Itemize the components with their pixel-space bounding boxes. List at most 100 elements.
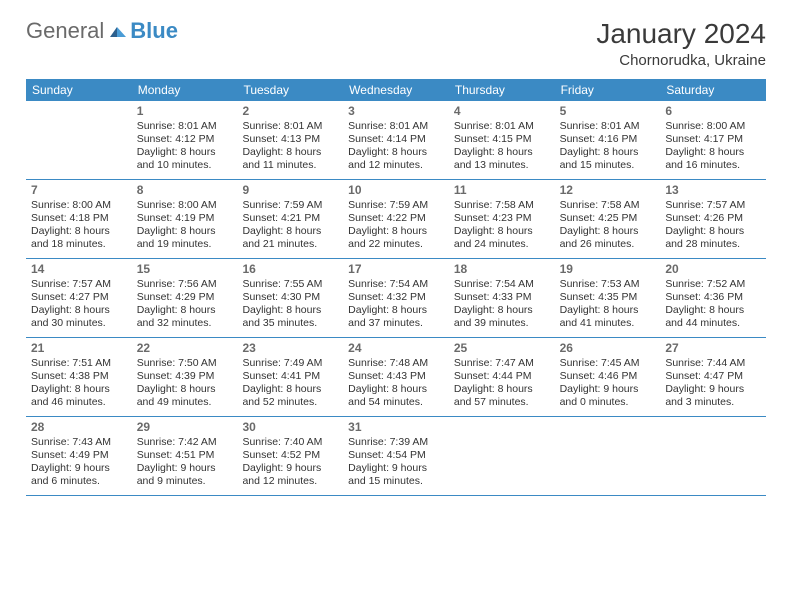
header: General Blue January 2024 Chornorudka, U… [26, 18, 766, 69]
day-info-line: and 18 minutes. [31, 238, 127, 251]
day-info-line: and 24 minutes. [454, 238, 550, 251]
day-cell: 14Sunrise: 7:57 AMSunset: 4:27 PMDayligh… [26, 259, 132, 337]
day-info-line: and 39 minutes. [454, 317, 550, 330]
week-row: 1Sunrise: 8:01 AMSunset: 4:12 PMDaylight… [26, 101, 766, 180]
day-info-line: Sunrise: 8:01 AM [454, 120, 550, 133]
day-number: 21 [31, 341, 127, 356]
day-info-line: Daylight: 8 hours [31, 304, 127, 317]
day-number: 14 [31, 262, 127, 277]
day-cell: 8Sunrise: 8:00 AMSunset: 4:19 PMDaylight… [132, 180, 238, 258]
day-info-line: Sunset: 4:19 PM [137, 212, 233, 225]
dow-cell: Sunday [26, 79, 132, 101]
day-cell: 13Sunrise: 7:57 AMSunset: 4:26 PMDayligh… [660, 180, 766, 258]
day-cell [555, 417, 661, 495]
day-cell: 19Sunrise: 7:53 AMSunset: 4:35 PMDayligh… [555, 259, 661, 337]
dow-cell: Friday [555, 79, 661, 101]
day-info-line: Sunrise: 7:48 AM [348, 357, 444, 370]
day-number: 25 [454, 341, 550, 356]
day-info-line: Daylight: 8 hours [348, 383, 444, 396]
day-number: 1 [137, 104, 233, 119]
day-info-line: Sunset: 4:33 PM [454, 291, 550, 304]
day-number: 7 [31, 183, 127, 198]
day-info-line: Daylight: 8 hours [560, 146, 656, 159]
title-block: January 2024 Chornorudka, Ukraine [596, 18, 766, 69]
day-number: 27 [665, 341, 761, 356]
day-cell [449, 417, 555, 495]
day-info-line: Sunrise: 8:00 AM [31, 199, 127, 212]
day-info-line: Sunset: 4:29 PM [137, 291, 233, 304]
day-number: 15 [137, 262, 233, 277]
week-row: 14Sunrise: 7:57 AMSunset: 4:27 PMDayligh… [26, 259, 766, 338]
day-info-line: Sunset: 4:49 PM [31, 449, 127, 462]
day-cell: 30Sunrise: 7:40 AMSunset: 4:52 PMDayligh… [237, 417, 343, 495]
title-location: Chornorudka, Ukraine [596, 52, 766, 69]
day-number: 6 [665, 104, 761, 119]
day-info-line: Sunrise: 8:01 AM [137, 120, 233, 133]
day-cell: 21Sunrise: 7:51 AMSunset: 4:38 PMDayligh… [26, 338, 132, 416]
day-cell [26, 101, 132, 179]
day-info-line: and 44 minutes. [665, 317, 761, 330]
day-info-line: Sunrise: 7:59 AM [242, 199, 338, 212]
day-cell: 3Sunrise: 8:01 AMSunset: 4:14 PMDaylight… [343, 101, 449, 179]
day-info-line: Daylight: 9 hours [560, 383, 656, 396]
day-info-line: Sunset: 4:51 PM [137, 449, 233, 462]
day-cell: 29Sunrise: 7:42 AMSunset: 4:51 PMDayligh… [132, 417, 238, 495]
day-info-line: Sunset: 4:16 PM [560, 133, 656, 146]
day-info-line: Sunset: 4:23 PM [454, 212, 550, 225]
dow-cell: Tuesday [237, 79, 343, 101]
day-info-line: and 15 minutes. [560, 159, 656, 172]
day-cell: 2Sunrise: 8:01 AMSunset: 4:13 PMDaylight… [237, 101, 343, 179]
day-number: 18 [454, 262, 550, 277]
day-cell: 27Sunrise: 7:44 AMSunset: 4:47 PMDayligh… [660, 338, 766, 416]
day-info-line: Daylight: 8 hours [454, 304, 550, 317]
day-cell: 20Sunrise: 7:52 AMSunset: 4:36 PMDayligh… [660, 259, 766, 337]
day-cell: 12Sunrise: 7:58 AMSunset: 4:25 PMDayligh… [555, 180, 661, 258]
day-info-line: Sunset: 4:41 PM [242, 370, 338, 383]
day-info-line: and 35 minutes. [242, 317, 338, 330]
day-number: 3 [348, 104, 444, 119]
day-info-line: and 49 minutes. [137, 396, 233, 409]
dow-cell: Thursday [449, 79, 555, 101]
day-info-line: and 41 minutes. [560, 317, 656, 330]
day-info-line: Sunrise: 7:58 AM [560, 199, 656, 212]
day-number: 13 [665, 183, 761, 198]
day-number: 9 [242, 183, 338, 198]
day-cell: 10Sunrise: 7:59 AMSunset: 4:22 PMDayligh… [343, 180, 449, 258]
day-cell: 24Sunrise: 7:48 AMSunset: 4:43 PMDayligh… [343, 338, 449, 416]
day-info-line: Sunset: 4:13 PM [242, 133, 338, 146]
day-info-line: Sunrise: 7:49 AM [242, 357, 338, 370]
day-info-line: Sunset: 4:22 PM [348, 212, 444, 225]
day-number: 26 [560, 341, 656, 356]
day-info-line: Daylight: 8 hours [560, 304, 656, 317]
day-info-line: and 16 minutes. [665, 159, 761, 172]
day-info-line: Sunset: 4:36 PM [665, 291, 761, 304]
day-cell: 9Sunrise: 7:59 AMSunset: 4:21 PMDaylight… [237, 180, 343, 258]
day-info-line: and 26 minutes. [560, 238, 656, 251]
day-info-line: Daylight: 8 hours [348, 225, 444, 238]
day-info-line: Sunrise: 7:50 AM [137, 357, 233, 370]
day-cell: 28Sunrise: 7:43 AMSunset: 4:49 PMDayligh… [26, 417, 132, 495]
day-number: 28 [31, 420, 127, 435]
day-info-line: Daylight: 8 hours [31, 383, 127, 396]
day-info-line: Daylight: 8 hours [31, 225, 127, 238]
day-number: 19 [560, 262, 656, 277]
day-info-line: Daylight: 8 hours [137, 304, 233, 317]
day-info-line: and 57 minutes. [454, 396, 550, 409]
day-info-line: Sunrise: 8:01 AM [560, 120, 656, 133]
day-cell: 1Sunrise: 8:01 AMSunset: 4:12 PMDaylight… [132, 101, 238, 179]
dow-cell: Saturday [660, 79, 766, 101]
day-info-line: Sunset: 4:43 PM [348, 370, 444, 383]
day-info-line: and 30 minutes. [31, 317, 127, 330]
weeks-container: 1Sunrise: 8:01 AMSunset: 4:12 PMDaylight… [26, 101, 766, 496]
day-info-line: Sunset: 4:32 PM [348, 291, 444, 304]
day-info-line: Sunrise: 7:56 AM [137, 278, 233, 291]
logo-mark-icon [109, 24, 127, 38]
calendar: SundayMondayTuesdayWednesdayThursdayFrid… [26, 79, 766, 496]
day-number: 8 [137, 183, 233, 198]
day-info-line: Sunset: 4:35 PM [560, 291, 656, 304]
day-info-line: Daylight: 8 hours [137, 225, 233, 238]
day-info-line: Sunset: 4:47 PM [665, 370, 761, 383]
day-info-line: Sunrise: 8:00 AM [665, 120, 761, 133]
day-info-line: Sunrise: 7:51 AM [31, 357, 127, 370]
day-number: 2 [242, 104, 338, 119]
